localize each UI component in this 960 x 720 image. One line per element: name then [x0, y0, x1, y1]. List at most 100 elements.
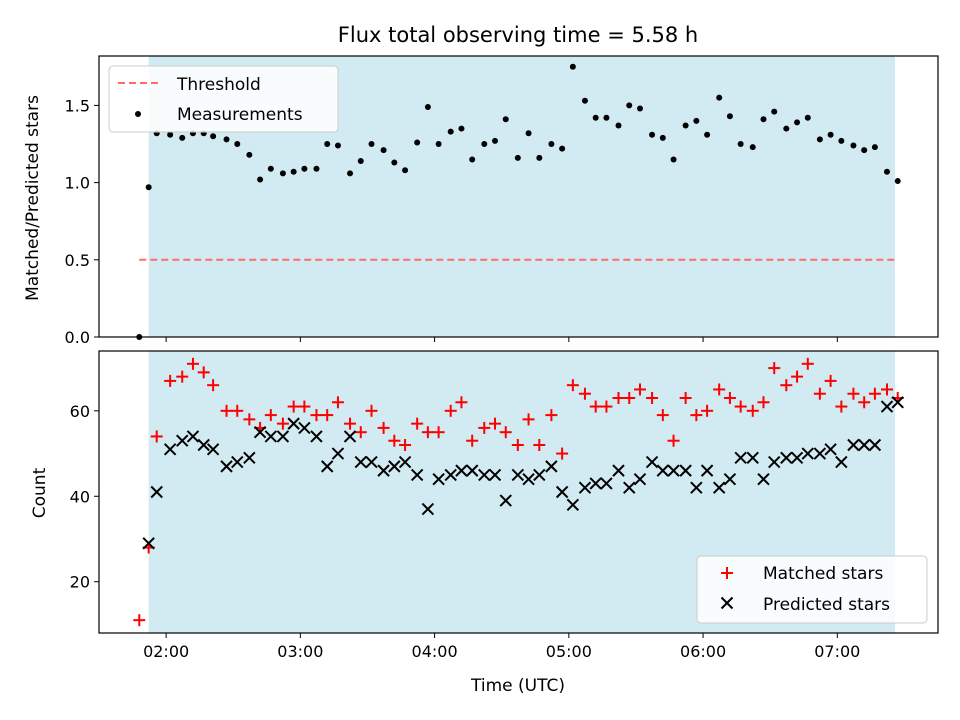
predicted-star-point	[656, 464, 670, 477]
ratio-legend: Threshold Measurements	[108, 65, 339, 133]
measurement-point	[670, 156, 677, 163]
predicted-star-point	[176, 434, 189, 447]
predicted-star-point	[757, 472, 770, 486]
predicted-star-point	[186, 430, 200, 443]
ratio-y-tick-label: 0.5	[65, 251, 90, 270]
measurement-point	[716, 94, 723, 101]
matched-star-point	[578, 387, 591, 400]
matched-star-point	[331, 396, 344, 409]
predicted-star-point-b	[432, 472, 445, 486]
predicted-star-point-b	[656, 464, 670, 477]
measurement-point	[301, 165, 308, 172]
predicted-star-point	[712, 481, 726, 494]
predicted-star-point	[197, 438, 210, 452]
threshold-legend-label: Threshold	[176, 75, 261, 95]
predicted-star-point	[700, 464, 714, 477]
predicted-star-point-b	[264, 430, 278, 443]
predicted-star-point-b	[421, 502, 435, 516]
x-tick-label: 07:00	[814, 642, 860, 661]
predicted-star-point	[410, 468, 424, 482]
predicted-star-point	[163, 443, 177, 456]
predicted-star-point	[645, 455, 659, 469]
matched-star-point	[298, 400, 311, 413]
measurement-point	[424, 103, 431, 110]
predicted-star-point-b	[578, 481, 592, 494]
predicted-star-point-b	[499, 494, 512, 507]
matched-star-point	[757, 396, 770, 409]
measurement-point	[246, 151, 253, 158]
predicted-star-point	[522, 472, 535, 486]
predicted-star-point	[206, 443, 220, 456]
measurement-point	[257, 176, 264, 183]
matched-star-point	[746, 404, 759, 417]
predicted-star-point-b	[276, 430, 290, 443]
predicted-star-point	[310, 430, 323, 443]
matched-star-point	[858, 396, 871, 409]
predicted-star-point	[723, 472, 737, 486]
matched-star-point	[522, 413, 535, 426]
ratio-panel: 0.0 0.5 1.0 1.5 Threshold Measurements	[65, 55, 939, 347]
matched-star-point	[847, 387, 860, 400]
measurement-point	[347, 170, 354, 177]
measurement-point	[469, 156, 476, 163]
matched-star-point	[646, 392, 659, 404]
predicted-star-point	[780, 451, 793, 465]
predicted-star-point	[377, 464, 390, 477]
measurement-point	[210, 133, 217, 140]
bottom-y-axis-label: Count	[30, 467, 50, 518]
measurement-point	[682, 122, 689, 129]
matched-star-point	[276, 417, 289, 430]
predicted-star-point-b	[612, 464, 625, 477]
matched-star-point	[556, 447, 569, 460]
predicted-star-point-b	[600, 477, 613, 490]
predicted-star-point	[354, 455, 367, 469]
matched-star-point	[780, 379, 793, 392]
predicted-star-point	[142, 537, 155, 550]
measurement-point	[380, 147, 387, 154]
measurement-point	[290, 168, 297, 175]
measurement-point	[145, 184, 152, 191]
predicted-star-point-b	[757, 472, 770, 486]
measurement-point	[234, 141, 241, 148]
predicted-star-point-b	[231, 455, 244, 469]
predicted-star-point	[667, 464, 680, 477]
measurement-point	[659, 134, 666, 141]
predicted-star-point-b	[700, 464, 714, 477]
count-panel: 02:00 03:00 04:00 05:00 06:00 07:00 20 40 60 Matc…	[70, 350, 939, 661]
predicted-star-point	[343, 430, 357, 443]
measurement-point	[794, 119, 801, 126]
predicted-star-point-b	[243, 451, 256, 465]
measurements-legend-label: Measurements	[177, 105, 303, 125]
matched-star-point	[791, 370, 804, 383]
matched-star-point	[231, 404, 244, 417]
matched-star-point	[432, 426, 445, 439]
predicted-star-point-b	[768, 455, 781, 469]
predicted-star-point-b	[206, 443, 220, 456]
matched-star-point	[633, 383, 646, 396]
predicted-star-point	[321, 460, 334, 473]
matched-legend-swatch	[721, 567, 733, 579]
matched-star-point	[321, 409, 334, 422]
matched-star-point	[243, 413, 256, 426]
ratio-legend-box	[108, 65, 339, 133]
measurement-point	[783, 125, 790, 132]
predicted-star-point	[578, 481, 592, 494]
predicted-star-point	[253, 425, 267, 439]
predicted-star-point	[555, 485, 569, 499]
predicted-star-point-b	[847, 438, 860, 452]
predicted-star-point	[388, 460, 401, 473]
measurement-point	[861, 147, 868, 154]
matched-legend-label: Matched stars	[763, 564, 883, 584]
predicted-star-point	[432, 472, 445, 486]
measurement-point	[414, 139, 421, 146]
predicted-star-point	[679, 464, 692, 477]
predicted-star-point	[465, 464, 479, 477]
predicted-star-point	[511, 468, 525, 482]
matched-star-point	[612, 392, 625, 404]
predicted-star-point	[287, 417, 300, 430]
predicted-star-point	[891, 396, 904, 409]
predicted-star-point	[533, 468, 546, 482]
measurement-point	[458, 125, 465, 132]
matched-star-point	[186, 357, 199, 370]
predicted-star-point	[231, 455, 244, 469]
